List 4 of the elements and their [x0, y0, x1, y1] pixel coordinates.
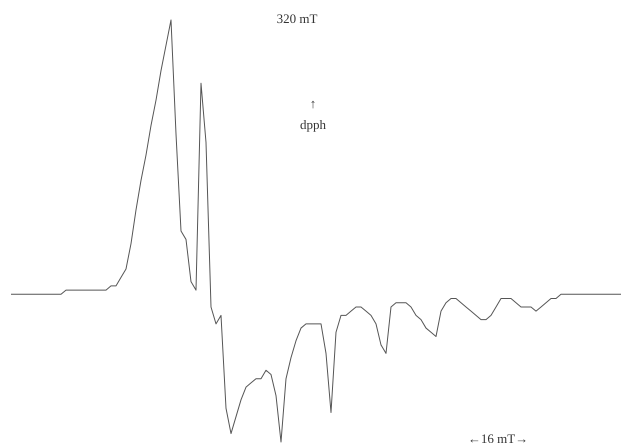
annotation: dpph [300, 117, 326, 132]
annotation: ↑ [310, 96, 316, 111]
annotation: 320 mT [276, 11, 318, 26]
annotation: ←16 mT→ [468, 431, 528, 443]
